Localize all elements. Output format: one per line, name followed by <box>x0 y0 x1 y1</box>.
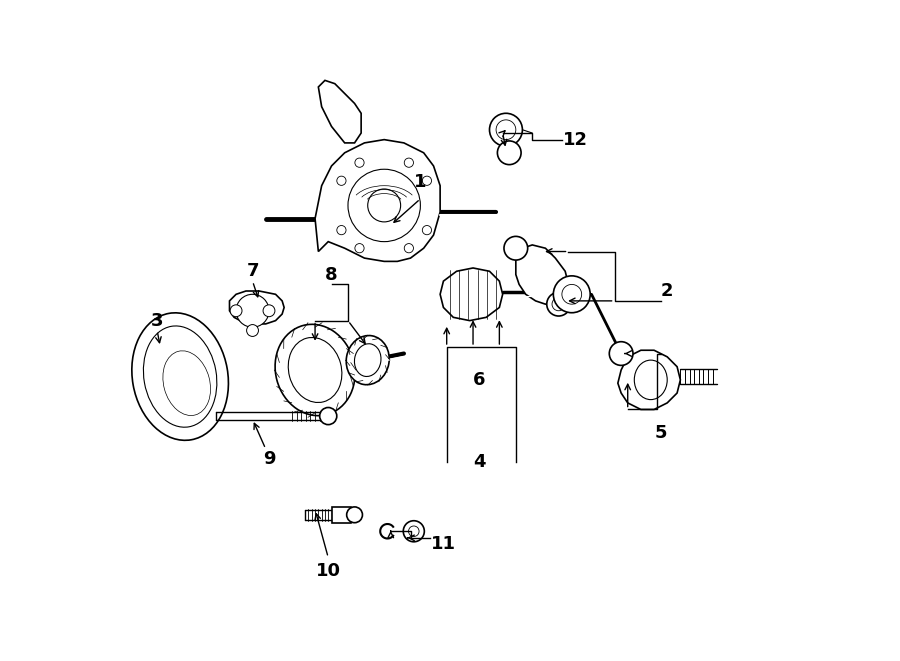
Polygon shape <box>319 81 361 143</box>
Circle shape <box>368 189 400 222</box>
Ellipse shape <box>634 360 667 400</box>
Text: 2: 2 <box>661 282 673 300</box>
Text: 1: 1 <box>414 173 427 192</box>
Text: 3: 3 <box>151 311 163 330</box>
Circle shape <box>348 169 420 242</box>
Circle shape <box>409 526 419 537</box>
Circle shape <box>337 225 346 235</box>
Circle shape <box>230 305 242 317</box>
Polygon shape <box>440 268 503 321</box>
Circle shape <box>404 244 413 253</box>
Circle shape <box>496 120 516 139</box>
Text: 9: 9 <box>263 450 275 468</box>
Circle shape <box>554 276 590 313</box>
Text: 6: 6 <box>473 371 486 389</box>
Circle shape <box>320 408 337 424</box>
Text: 7: 7 <box>247 262 259 280</box>
Ellipse shape <box>288 338 342 403</box>
Ellipse shape <box>143 326 217 427</box>
Circle shape <box>247 325 258 336</box>
Circle shape <box>403 521 424 542</box>
Circle shape <box>498 141 521 165</box>
Circle shape <box>404 158 413 167</box>
Circle shape <box>490 113 522 146</box>
Polygon shape <box>617 350 680 409</box>
Ellipse shape <box>163 351 211 416</box>
Text: 11: 11 <box>431 535 456 553</box>
Circle shape <box>355 244 365 253</box>
Circle shape <box>422 176 431 185</box>
Circle shape <box>504 237 527 260</box>
Circle shape <box>422 225 431 235</box>
Circle shape <box>337 176 346 185</box>
Circle shape <box>355 158 365 167</box>
Circle shape <box>547 292 571 316</box>
Text: 8: 8 <box>325 266 338 284</box>
Text: 4: 4 <box>473 453 486 471</box>
Ellipse shape <box>275 325 355 416</box>
Text: 5: 5 <box>654 424 667 442</box>
Circle shape <box>346 507 363 523</box>
Text: 10: 10 <box>316 562 341 580</box>
Ellipse shape <box>346 336 389 385</box>
Text: 12: 12 <box>562 131 588 149</box>
Polygon shape <box>315 139 440 261</box>
Circle shape <box>263 305 274 317</box>
Polygon shape <box>516 245 569 304</box>
Circle shape <box>552 297 565 311</box>
Circle shape <box>236 294 269 327</box>
Circle shape <box>562 284 581 304</box>
Circle shape <box>609 342 633 366</box>
Ellipse shape <box>355 344 381 377</box>
Polygon shape <box>230 291 284 324</box>
Ellipse shape <box>131 313 229 440</box>
Bar <box>331 507 351 523</box>
